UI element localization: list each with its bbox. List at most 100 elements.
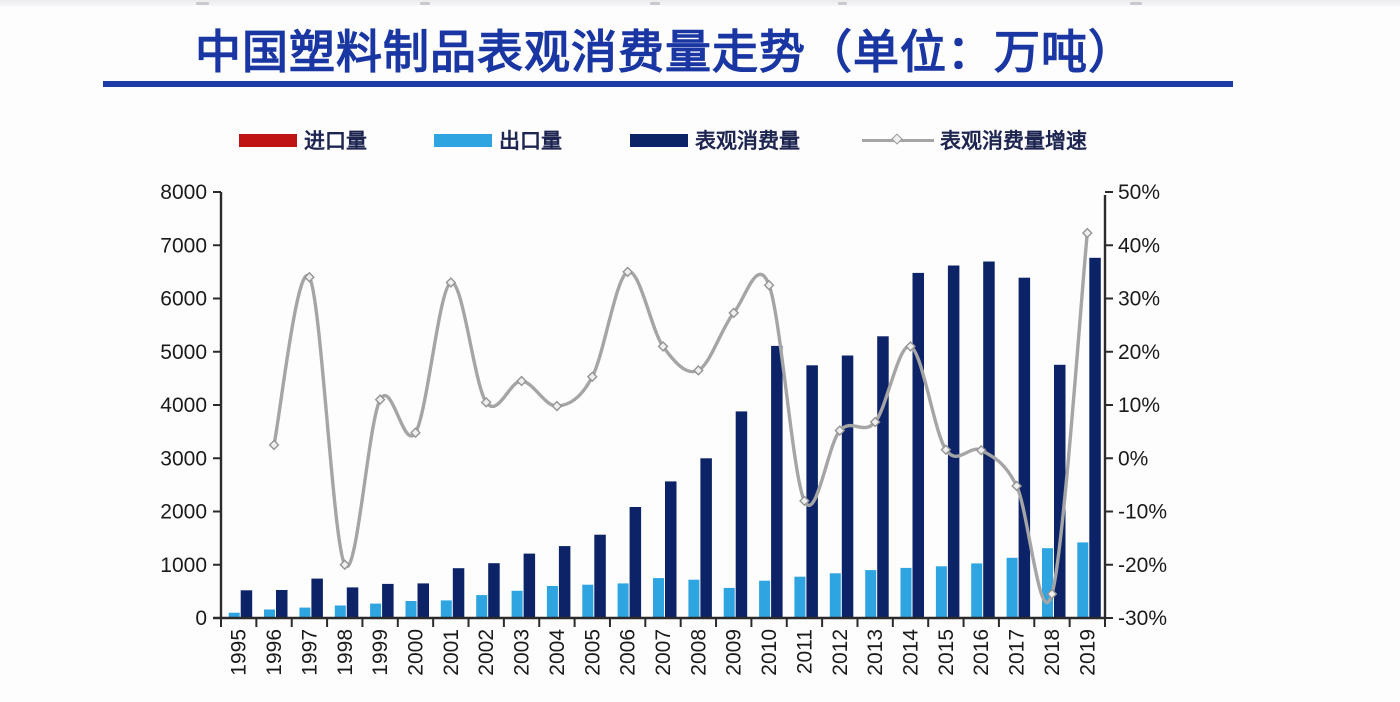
bar-exports-1997 xyxy=(299,607,311,618)
x-axis-label-2019: 2019 xyxy=(1076,629,1099,676)
growth-marker-2002 xyxy=(480,396,492,408)
bar-exports-2014 xyxy=(900,567,912,618)
left-axis-label-3000: 3000 xyxy=(160,447,207,470)
bar-consumption-2006 xyxy=(629,507,642,618)
bar-consumption-2018 xyxy=(1054,364,1066,618)
bar-consumption-2013 xyxy=(877,336,889,618)
growth-marker-1996 xyxy=(268,439,280,451)
bar-exports-2005 xyxy=(582,584,594,618)
bar-exports-2012 xyxy=(829,573,841,618)
x-axis-label-2017: 2017 xyxy=(1006,629,1029,676)
bar-exports-2008 xyxy=(688,579,700,618)
growth-marker-2015 xyxy=(940,444,952,456)
growth-marker-2009 xyxy=(728,307,740,319)
x-axis-label-2014: 2014 xyxy=(900,629,923,676)
x-axis-label-1997: 1997 xyxy=(298,629,321,676)
right-axis-label-50%: 50% xyxy=(1118,181,1160,204)
screenshot-edge-artifact xyxy=(0,0,1400,7)
growth-line-path xyxy=(272,231,1089,605)
right-axis-label-20%: 20% xyxy=(1118,341,1160,364)
growth-marker-2010 xyxy=(763,279,775,291)
growth-marker-2003 xyxy=(516,375,527,387)
x-axis-label-1996: 1996 xyxy=(263,629,286,676)
bar-exports-2004 xyxy=(546,586,558,618)
right-axis-label--20%: -20% xyxy=(1118,554,1167,577)
growth-line-symbol xyxy=(862,133,934,147)
exports-swatch xyxy=(434,133,492,147)
bar-consumption-2017 xyxy=(1018,277,1031,618)
growth-marker-2005 xyxy=(586,371,598,383)
x-axis-label-1995: 1995 xyxy=(228,629,251,676)
x-axis-label-2010: 2010 xyxy=(758,629,781,676)
growth-marker-2006 xyxy=(622,266,634,278)
left-axis-label-1000: 1000 xyxy=(160,554,207,577)
bar-consumption-2008 xyxy=(700,458,712,619)
x-axis-label-2003: 2003 xyxy=(511,629,534,676)
bar-exports-1995 xyxy=(228,612,240,618)
x-axis-label-2001: 2001 xyxy=(440,629,463,676)
growth-marker-2016 xyxy=(975,444,987,456)
bar-exports-2010 xyxy=(759,580,771,618)
bar-consumption-2001 xyxy=(452,568,465,618)
bar-consumption-2016 xyxy=(983,261,995,618)
growth-marker-2000 xyxy=(410,427,421,439)
bar-exports-1996 xyxy=(264,609,275,618)
bar-consumption-2019 xyxy=(1089,257,1101,618)
bar-consumption-1996 xyxy=(276,590,288,618)
bar-exports-2018 xyxy=(1042,548,1053,618)
growth-marker-1998 xyxy=(339,559,351,571)
left-axis-label-5000: 5000 xyxy=(160,341,207,364)
bar-consumption-2002 xyxy=(488,563,500,618)
legend-item-consumption: 表观消费量 xyxy=(630,125,800,155)
x-axis-label-2008: 2008 xyxy=(687,629,710,676)
bar-consumption-2007 xyxy=(665,481,677,618)
x-axis-label-2015: 2015 xyxy=(935,629,958,676)
bar-exports-1998 xyxy=(334,605,346,618)
bar-consumption-2012 xyxy=(841,355,854,618)
x-axis-label-2016: 2016 xyxy=(970,629,993,676)
imports-swatch xyxy=(239,133,297,147)
bar-exports-2013 xyxy=(865,570,877,618)
bar-exports-2001 xyxy=(440,600,452,618)
bar-exports-2003 xyxy=(511,590,523,618)
bar-consumption-1998 xyxy=(346,587,359,618)
bar-exports-2009 xyxy=(723,587,735,618)
axis-labels-layer: 0 1000 2000 3000 4000 5000 6000 7000 8000 -30% -20… xyxy=(160,181,1167,676)
growth-marker-2019 xyxy=(1081,227,1093,239)
bar-exports-1999 xyxy=(370,603,382,618)
bar-exports-2000 xyxy=(405,601,417,618)
x-axis-label-2009: 2009 xyxy=(723,629,746,676)
right-axis-label-0%: 0% xyxy=(1118,447,1148,470)
edge-dash-1 xyxy=(196,2,209,5)
bar-consumption-2010 xyxy=(771,345,783,618)
growth-label: 表观消费量增速 xyxy=(940,130,1087,153)
growth-marker-1999 xyxy=(374,394,386,406)
edge-dash-2 xyxy=(420,2,430,5)
bar-consumption-2005 xyxy=(594,534,606,618)
x-axis-label-2007: 2007 xyxy=(652,629,675,676)
growth-marker-2007 xyxy=(657,341,669,352)
title-underline-rule xyxy=(103,81,1233,87)
bar-exports-2006 xyxy=(617,583,629,618)
legend-item-growth: 表观消费量增速 xyxy=(862,125,1087,155)
chart-title: 中国塑料制品表观消费量走势（单位：万吨） xyxy=(195,26,1135,78)
bar-exports-2007 xyxy=(653,578,664,618)
bar-exports-2002 xyxy=(476,595,488,618)
imports-label: 进口量 xyxy=(304,130,367,153)
x-axis-label-2000: 2000 xyxy=(405,629,428,676)
left-axis-label-4000: 4000 xyxy=(160,394,207,417)
right-axis-label-10%: 10% xyxy=(1118,394,1160,417)
growth-line-layer xyxy=(268,227,1093,605)
bar-exports-2017 xyxy=(1006,557,1018,618)
legend-item-exports: 出口量 xyxy=(434,125,562,155)
growth-marker-2013 xyxy=(869,416,881,428)
bars-layer xyxy=(228,257,1101,619)
growth-marker-2011 xyxy=(799,495,810,507)
right-axis-label-30%: 30% xyxy=(1118,288,1160,311)
growth-marker-2017 xyxy=(1011,480,1022,492)
right-axis-label-40%: 40% xyxy=(1118,234,1160,257)
x-axis-label-2011: 2011 xyxy=(793,629,816,674)
bar-consumption-2000 xyxy=(417,583,429,618)
bar-consumption-1995 xyxy=(240,590,253,618)
